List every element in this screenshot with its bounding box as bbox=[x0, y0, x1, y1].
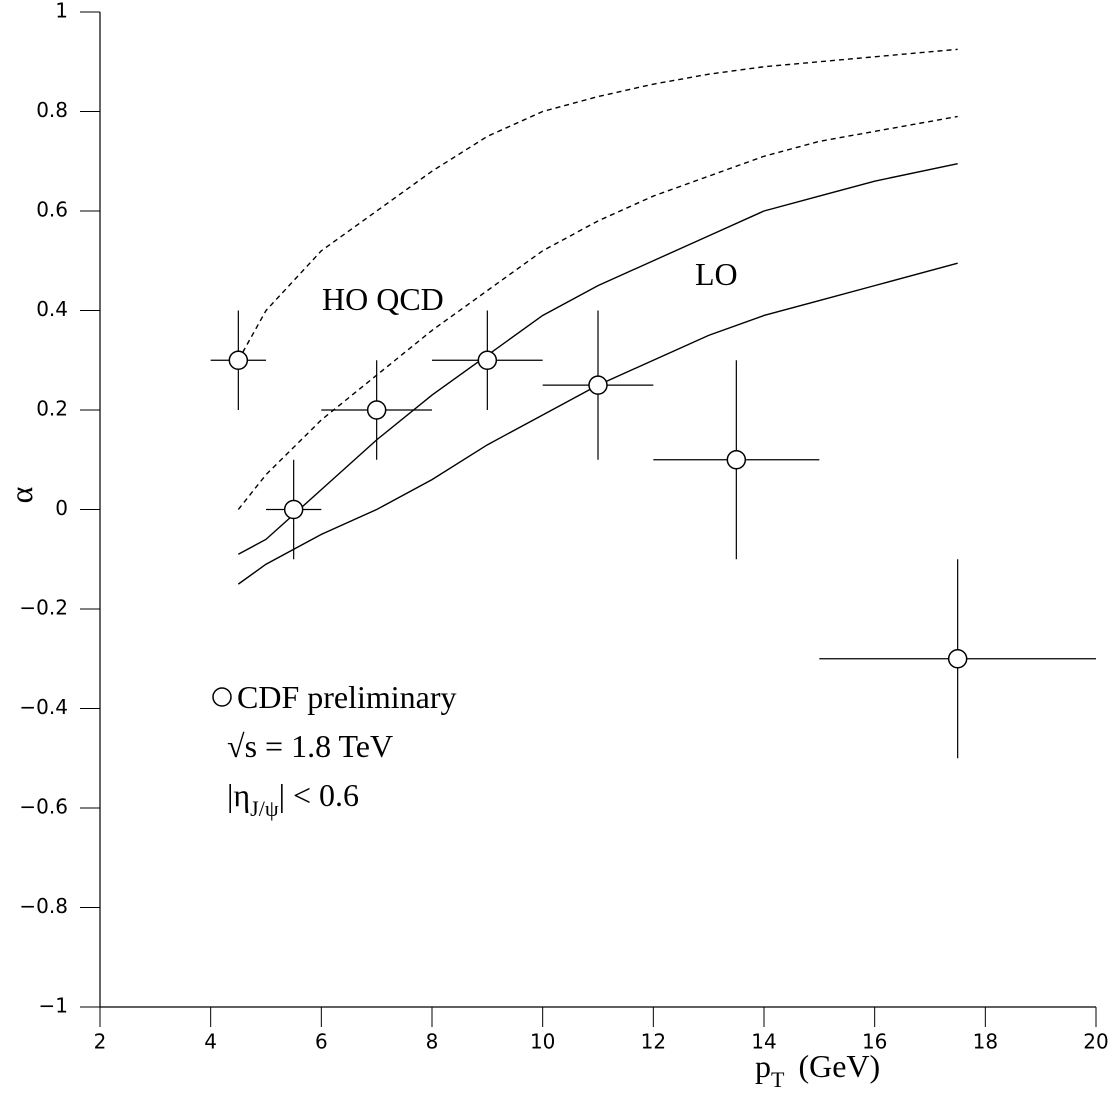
x-tick-label: 4 bbox=[204, 1030, 217, 1054]
x-tick-label: 14 bbox=[751, 1030, 776, 1054]
x-tick-label: 10 bbox=[530, 1030, 555, 1054]
x-tick-label: 16 bbox=[862, 1030, 887, 1054]
y-tick-label: 0.2 bbox=[36, 397, 68, 421]
legend-note-sub: J/ψ bbox=[250, 796, 279, 821]
x-axis-label-sub: T bbox=[771, 1067, 785, 1092]
y-tick-label: −0.4 bbox=[19, 695, 68, 719]
x-tick-label: 18 bbox=[973, 1030, 998, 1054]
theory-curve bbox=[237, 115, 958, 510]
x-tick-label: 12 bbox=[641, 1030, 666, 1054]
x-tick-label: 8 bbox=[426, 1030, 439, 1054]
data-point bbox=[366, 400, 387, 420]
y-tick-label: −0.8 bbox=[19, 894, 68, 918]
legend-marker bbox=[212, 687, 232, 707]
y-tick-label: −0.6 bbox=[19, 795, 68, 819]
x-tick-label: 6 bbox=[315, 1030, 328, 1054]
y-tick-label: −1 bbox=[39, 994, 68, 1018]
y-tick-label: 0.4 bbox=[36, 297, 68, 321]
y-tick-label: 1 bbox=[55, 0, 68, 23]
legend-label: CDF preliminary bbox=[237, 679, 457, 715]
y-axis-label: α bbox=[3, 486, 39, 503]
x-axis-label: (GeV) bbox=[798, 1048, 880, 1084]
theory-curve bbox=[237, 262, 958, 585]
y-tick-label: 0.8 bbox=[36, 98, 68, 122]
x-axis-label: pT (GeV) bbox=[755, 1048, 880, 1092]
annotation: HO QCD bbox=[322, 281, 444, 317]
annotation: LO bbox=[695, 256, 738, 292]
legend-note: √s = 1.8 TeV bbox=[227, 728, 393, 764]
legend-note: |η bbox=[227, 777, 250, 813]
legend-note: |ηJ/ψ| < 0.6 bbox=[227, 777, 359, 821]
legend-note: | < 0.6 bbox=[279, 777, 359, 813]
data-point bbox=[283, 499, 304, 520]
y-tick-label: −0.2 bbox=[19, 596, 68, 620]
data-point bbox=[228, 350, 249, 370]
data-point bbox=[947, 649, 968, 669]
y-tick-label: 0 bbox=[55, 496, 68, 520]
data-point bbox=[588, 375, 608, 395]
x-tick-label: 20 bbox=[1083, 1030, 1108, 1054]
x-axis-label: p bbox=[755, 1048, 771, 1084]
x-tick-label: 2 bbox=[94, 1030, 107, 1054]
y-tick-label: 0.6 bbox=[36, 198, 68, 222]
data-point bbox=[477, 350, 498, 370]
data-point bbox=[726, 450, 747, 470]
legend: CDF preliminary √s = 1.8 TeV |ηJ/ψ| < 0.… bbox=[212, 679, 457, 821]
theory-curve bbox=[238, 163, 958, 555]
